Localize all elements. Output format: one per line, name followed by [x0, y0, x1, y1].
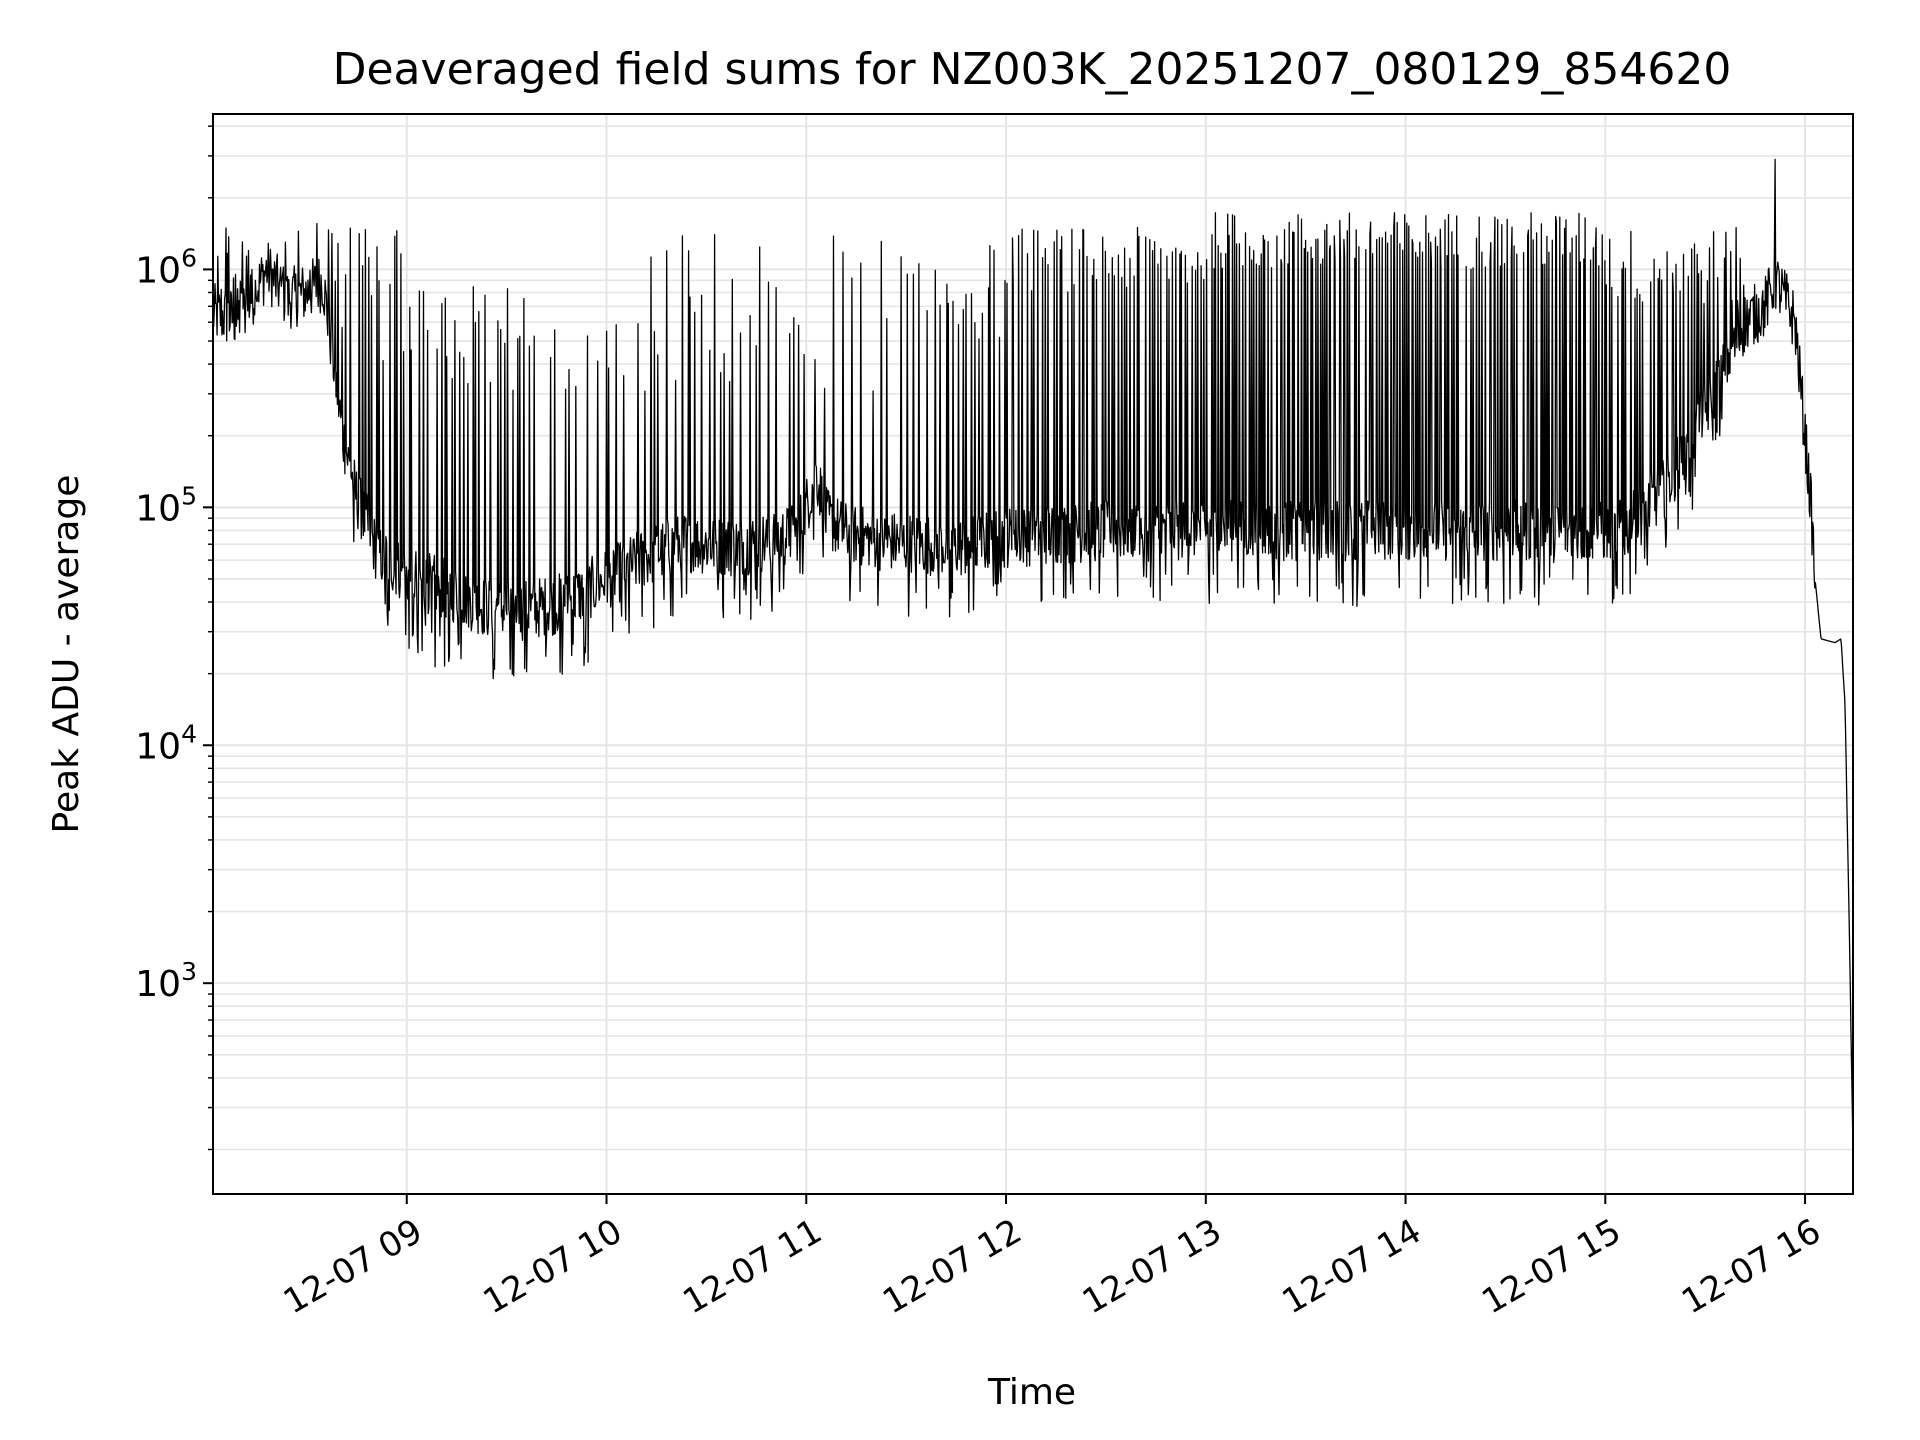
series-layer: [212, 158, 1854, 1150]
y-tick-exponent: 4: [181, 719, 197, 748]
chart-title: Deaveraged field sums for NZ003K_2025120…: [333, 44, 1732, 95]
x-axis-label: Time: [987, 1372, 1076, 1413]
y-axis-label: Peak ADU - average: [46, 475, 87, 834]
series-line: [212, 158, 1854, 1150]
y-tick-label: 103: [135, 957, 197, 1005]
y-tick-base: 10: [135, 726, 181, 767]
y-tick-exponent: 5: [181, 481, 197, 510]
y-tick-exponent: 3: [181, 957, 197, 986]
y-tick-exponent: 6: [181, 243, 197, 272]
y-tick-label: 104: [135, 719, 197, 767]
y-tick-label: 105: [135, 481, 197, 529]
y-tick-base: 10: [135, 964, 181, 1005]
y-tick-base: 10: [135, 250, 181, 291]
plot-frame: [212, 113, 1854, 1195]
y-tick-label: 106: [135, 243, 197, 291]
y-tick-base: 10: [135, 488, 181, 529]
